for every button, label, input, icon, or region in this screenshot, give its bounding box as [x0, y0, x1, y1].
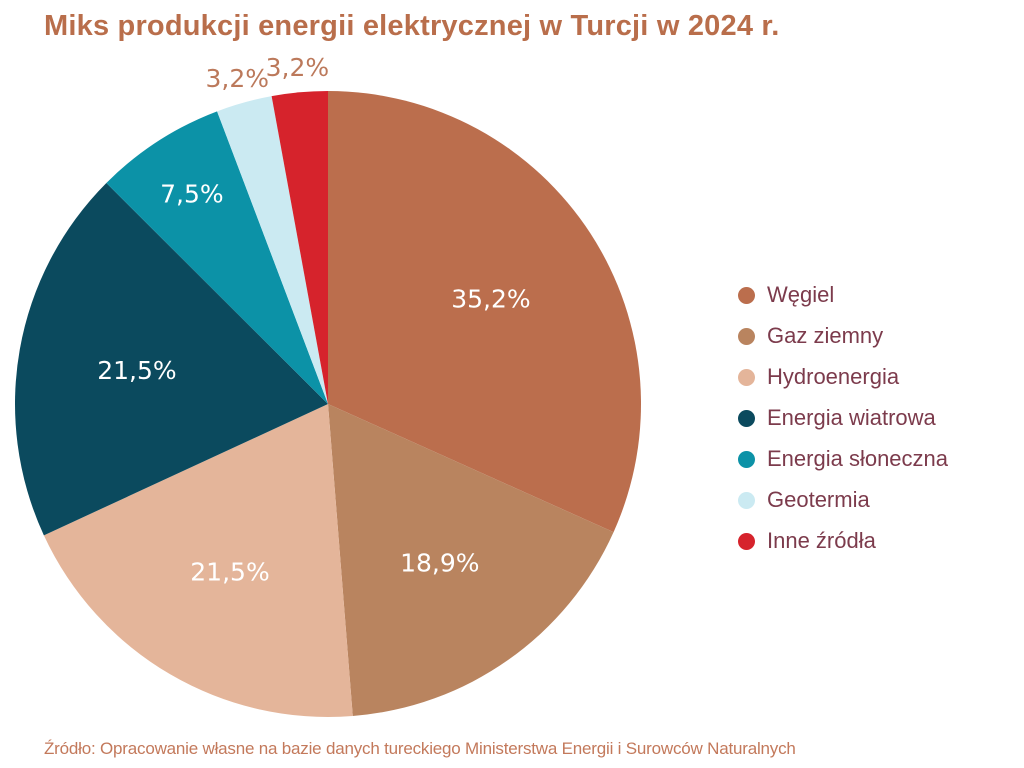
- chart-title: Miks produkcji energii elektrycznej w Tu…: [44, 10, 780, 42]
- pct-label-energia-sloneczna: 7,5%: [160, 180, 224, 209]
- legend-item-hydroenergia: Hydroenergia: [738, 364, 948, 389]
- legend-item-gaz-ziemny: Gaz ziemny: [738, 323, 948, 348]
- legend-dot-wegiel: [738, 286, 755, 304]
- legend-label-hydroenergia: Hydroenergia: [767, 364, 900, 389]
- legend-label-wegiel: Węgiel: [767, 282, 835, 307]
- legend-item-energia-wiatrowa: Energia wiatrowa: [738, 405, 948, 430]
- pie-slice-inne-zrodla: [271, 91, 328, 404]
- pct-label-wegiel: 35,2%: [451, 284, 530, 313]
- legend-dot-inne-zrodla: [738, 532, 755, 550]
- legend-label-geotermia: Geotermia: [767, 487, 870, 512]
- legend-item-geotermia: Geotermia: [738, 487, 948, 512]
- pie-slice-energia-sloneczna: [106, 111, 328, 404]
- legend-dot-gaz-ziemny: [738, 327, 755, 345]
- legend-label-energia-sloneczna: Energia słoneczna: [767, 446, 949, 471]
- pct-label-geotermia: 3,2%: [206, 64, 270, 93]
- legend-dot-energia-sloneczna: [738, 450, 755, 468]
- pct-label-inne-zrodla: 3,2%: [266, 53, 330, 82]
- pct-label-energia-wiatrowa: 21,5%: [97, 356, 176, 385]
- pie-slice-wegiel: [328, 91, 642, 533]
- legend-label-inne-zrodla: Inne źródła: [767, 528, 876, 553]
- source-note: Źródło: Opracowanie własne na bazie dany…: [44, 739, 796, 758]
- legend: Węgiel Gaz ziemny Hydroenergia Energia wiat…: [738, 282, 949, 553]
- legend-dot-geotermia: [738, 491, 755, 509]
- pct-label-hydroenergia: 21,5%: [190, 557, 269, 586]
- legend-item-energia-sloneczna: Energia słoneczna: [738, 446, 949, 471]
- pie-slice-hydroenergia: [43, 404, 353, 718]
- legend-dot-hydroenergia: [738, 368, 755, 386]
- legend-label-gaz-ziemny: Gaz ziemny: [767, 323, 884, 348]
- pie-slice-gaz-ziemny: [328, 404, 614, 717]
- legend-item-wegiel: Węgiel: [738, 282, 948, 307]
- legend-item-inne-zrodla: Inne źródła: [738, 528, 948, 553]
- legend-label-energia-wiatrowa: Energia wiatrowa: [767, 405, 936, 430]
- pie-slice-energia-wiatrowa: [14, 182, 328, 536]
- pct-label-gaz-ziemny: 18,9%: [400, 548, 479, 577]
- legend-dot-energia-wiatrowa: [738, 409, 755, 427]
- pie-slice-geotermia: [217, 96, 328, 405]
